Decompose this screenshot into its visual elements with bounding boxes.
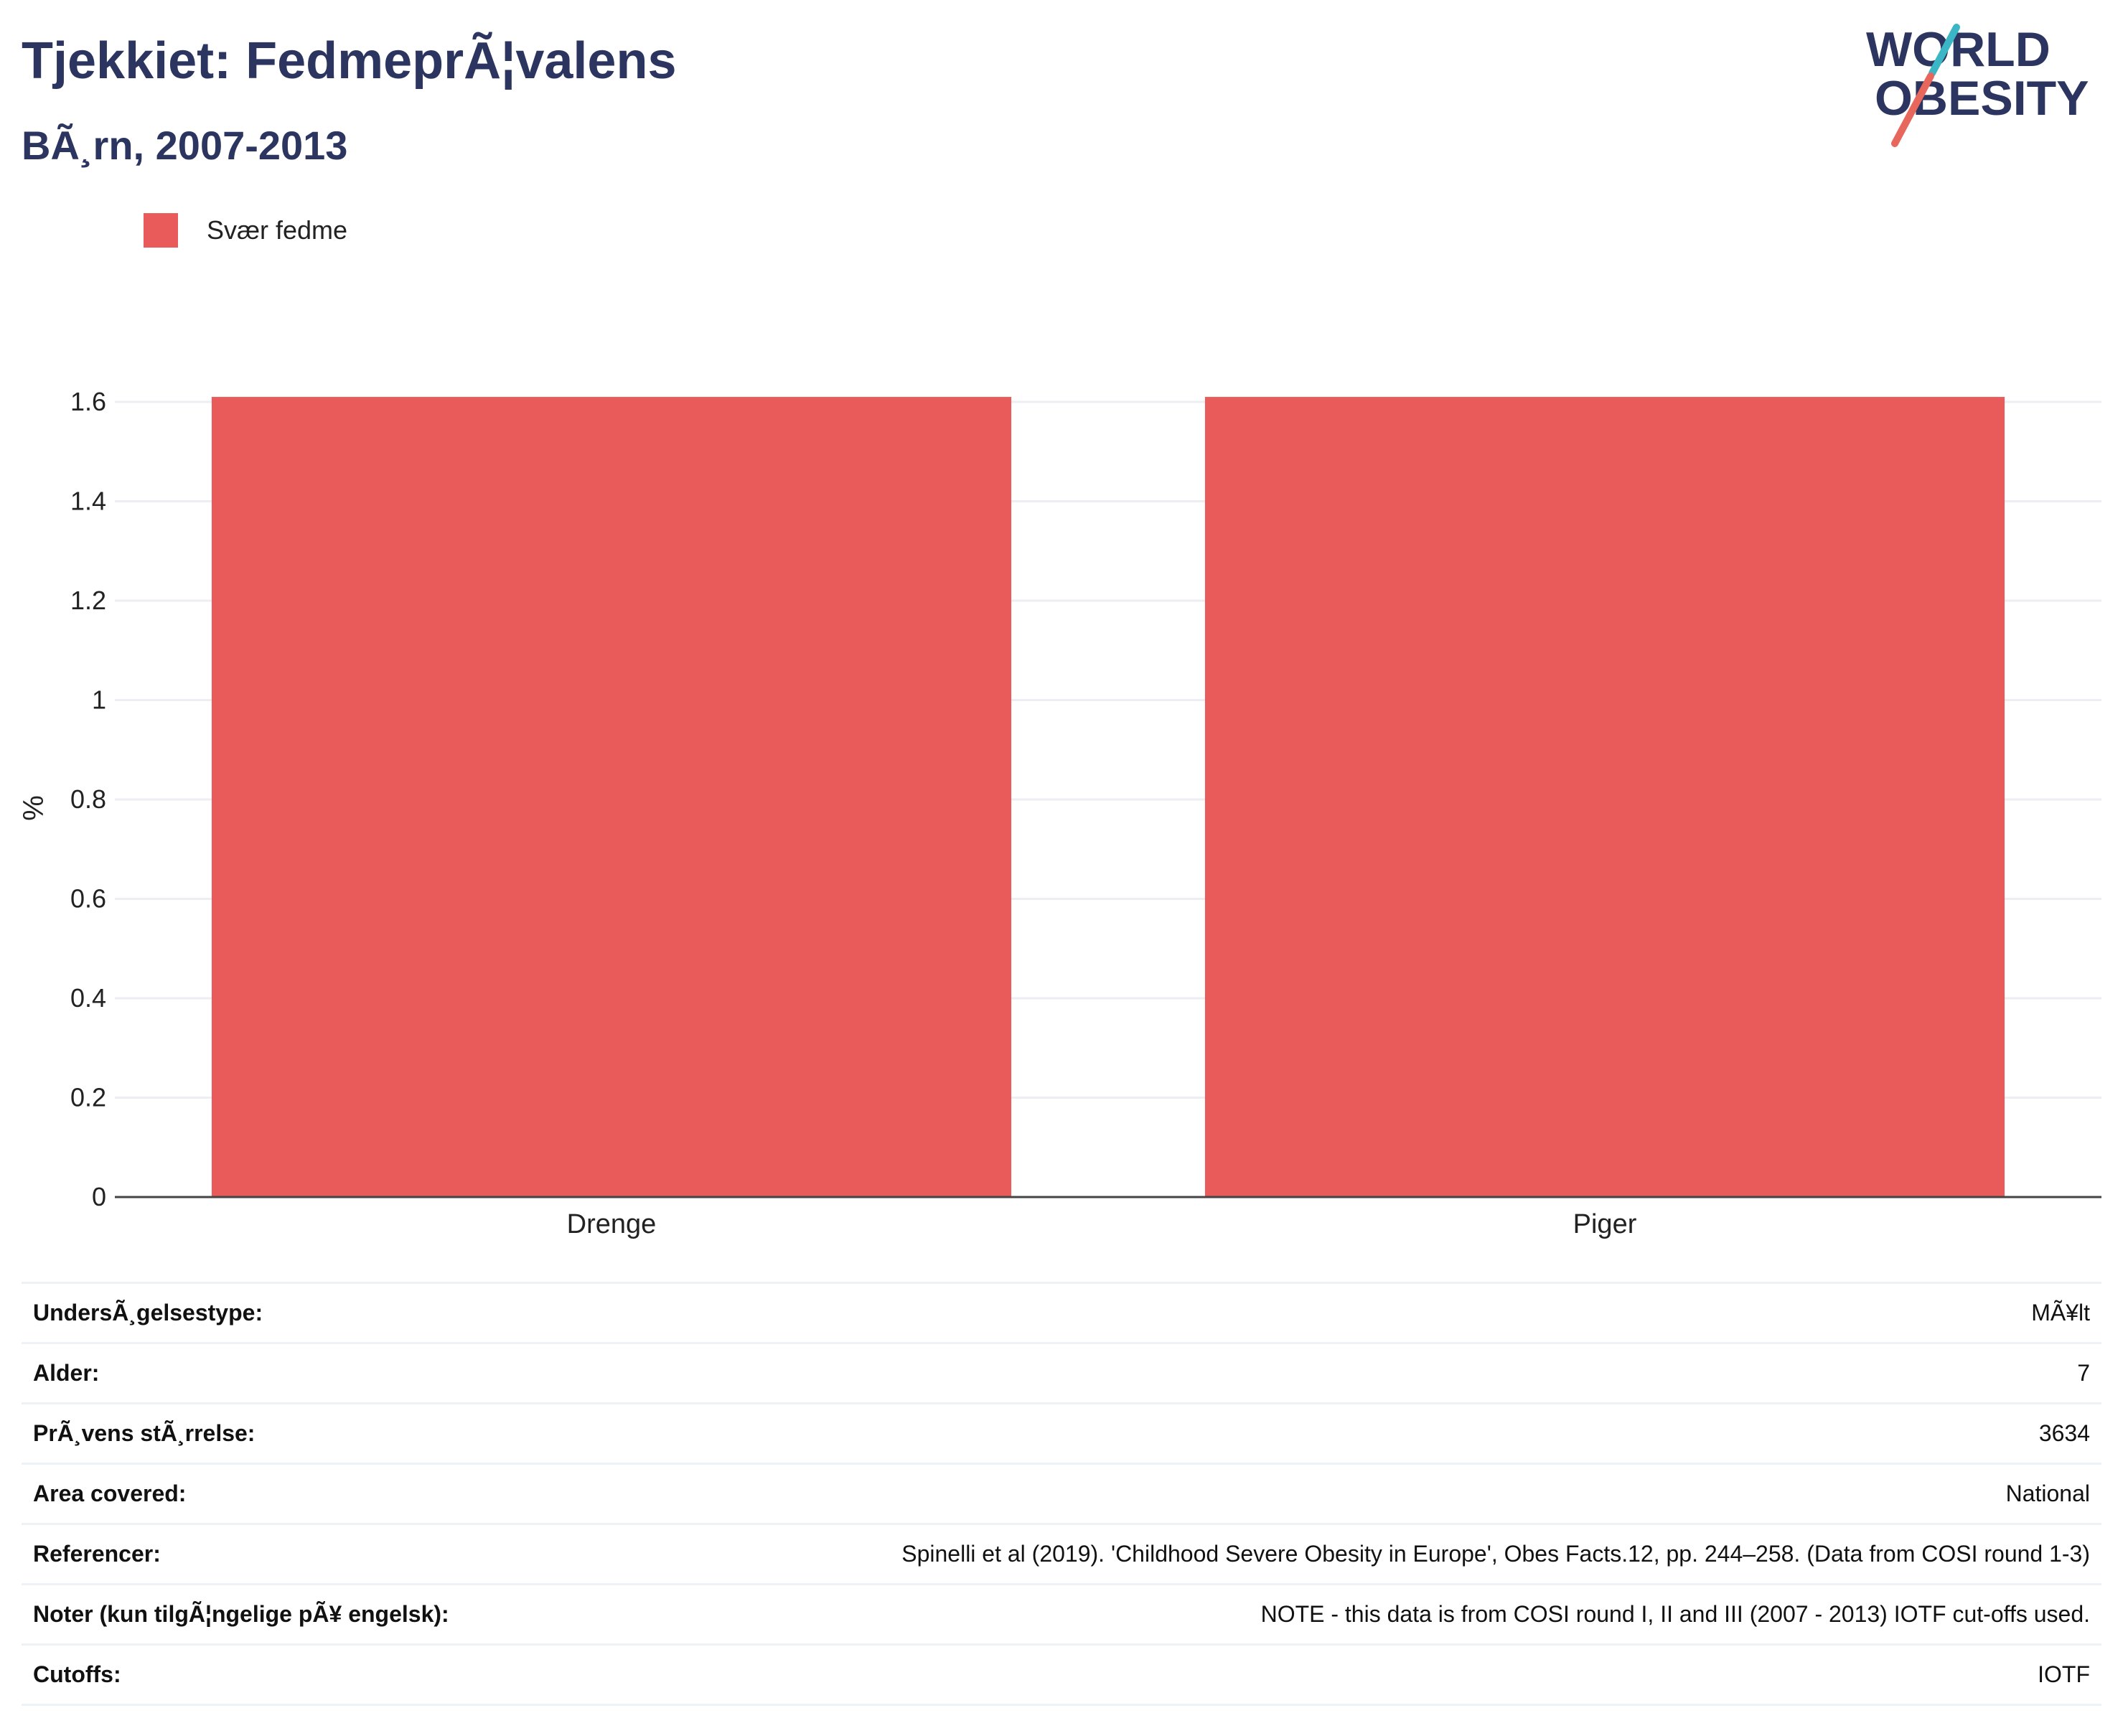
info-table: UndersÃ¸gelsestype: MÃ¥lt Alder: 7 PrÃ¸vens … [22, 1282, 2101, 1706]
x-tick-label: Piger [1573, 1209, 1637, 1239]
y-tick-label: 0.6 [70, 884, 106, 914]
y-tick-label: 1.4 [70, 487, 106, 516]
info-row: Alder: 7 [22, 1342, 2101, 1404]
info-value: MÃ¥lt [574, 1282, 2101, 1343]
info-row: Noter (kun tilgÃ¦ngelige pÃ¥ engelsk): NO… [22, 1583, 2101, 1645]
info-label: PrÃ¸vens stÃ¸rrelse: [22, 1402, 575, 1464]
y-tick-label: 0.8 [70, 784, 106, 814]
y-tick-label: 0.4 [70, 983, 106, 1013]
chart-subtitle: BÃ¸rn, 2007-2013 [22, 123, 348, 168]
info-row: UndersÃ¸gelsestype: MÃ¥lt [22, 1282, 2101, 1343]
info-value: 3634 [574, 1402, 2101, 1464]
info-label: Noter (kun tilgÃ¦ngelige pÃ¥ engelsk): [22, 1583, 575, 1645]
info-label: Area covered: [22, 1463, 575, 1524]
bar-drenge [211, 397, 1012, 1198]
legend-label-svaer-fedme[interactable]: Svær fedme [207, 215, 348, 245]
info-row: Area covered: National [22, 1463, 2101, 1524]
y-tick-label: 0.2 [70, 1083, 106, 1112]
info-label: Alder: [22, 1342, 575, 1404]
info-value: NOTE - this data is from COSI round I, I… [574, 1583, 2101, 1645]
logo-slash-coral [1891, 72, 1934, 147]
bar-chart: 0 0.2 0.4 0.6 0.8 1 1.2 1.4 1.6% Drenge Piger [18, 387, 2101, 1239]
world-obesity-logo: WORLD OBESITY [1866, 22, 2089, 147]
legend-swatch-svaer-fedme[interactable] [144, 213, 178, 248]
x-tick-label: Drenge [567, 1209, 657, 1239]
legend: Svær fedme [144, 212, 347, 248]
bar-piger [1204, 397, 2005, 1198]
info-row: Cutoffs: IOTF [22, 1643, 2101, 1706]
chart-title: Tjekkiet: FedmeprÃ¦valens [22, 32, 677, 90]
info-value: IOTF [574, 1643, 2101, 1706]
logo-slash-teal [1928, 24, 1960, 77]
info-label: Cutoffs: [22, 1643, 575, 1706]
y-axis-label: % [18, 795, 50, 821]
info-row: PrÃ¸vens stÃ¸rrelse: 3634 [22, 1402, 2101, 1464]
y-tick-label: 1.6 [70, 387, 106, 416]
y-tick-label: 1 [92, 685, 106, 715]
info-value: 7 [574, 1342, 2101, 1404]
info-label: UndersÃ¸gelsestype: [22, 1282, 575, 1343]
info-value: National [574, 1463, 2101, 1524]
info-row: Referencer: Spinelli et al (2019). 'Child… [22, 1523, 2101, 1585]
info-label: Referencer: [22, 1523, 575, 1585]
info-value: Spinelli et al (2019). 'Childhood Severe… [574, 1523, 2101, 1585]
y-tick-label: 1.2 [70, 586, 106, 615]
y-tick-label: 0 [92, 1182, 106, 1211]
